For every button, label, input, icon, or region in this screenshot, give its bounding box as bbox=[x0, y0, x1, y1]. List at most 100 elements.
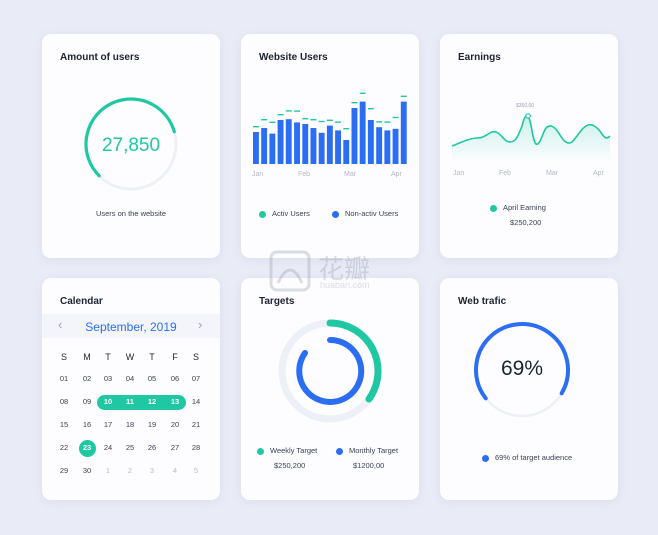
users-progress-ring bbox=[84, 97, 178, 191]
legend-label: Monthly Target bbox=[349, 446, 399, 455]
bar bbox=[367, 120, 374, 164]
calendar-day-selected[interactable]: 11 bbox=[126, 397, 134, 406]
month-label: Mar bbox=[344, 171, 357, 178]
legend-label: 69% of target audience bbox=[495, 453, 573, 462]
selected-range bbox=[97, 395, 186, 410]
watermark: 花瓣 huaban.com bbox=[268, 249, 398, 293]
calendar-week: 15 16 17 18 19 20 21 bbox=[42, 417, 220, 433]
card-title: Web trafic bbox=[458, 296, 507, 307]
calendar-day[interactable]: 29 bbox=[59, 466, 69, 475]
bar bbox=[384, 130, 391, 164]
weekday-label: S bbox=[60, 352, 67, 362]
weekday-label: F bbox=[172, 352, 178, 362]
calendar-month-label: September, 2019 bbox=[85, 320, 177, 334]
calendar-day[interactable]: 20 bbox=[170, 420, 180, 429]
website-users-bar-chart bbox=[253, 92, 407, 164]
calendar-day-selected[interactable]: 12 bbox=[147, 397, 157, 406]
calendar-day-selected[interactable]: 10 bbox=[103, 397, 113, 406]
calendar-day[interactable]: 09 bbox=[82, 397, 92, 406]
bar-cap-dash bbox=[343, 128, 350, 130]
calendar-day[interactable]: 19 bbox=[147, 420, 157, 429]
calendar-day[interactable]: 06 bbox=[170, 374, 180, 383]
earnings-peak-label: $350,00 bbox=[516, 103, 535, 109]
bar bbox=[376, 127, 383, 164]
calendar-day[interactable]: 05 bbox=[147, 374, 157, 383]
earnings-legend: April Earning bbox=[490, 203, 546, 212]
website-users-card: Website Users Jan Feb Mar Apr Activ User… bbox=[241, 34, 419, 258]
calendar-day-today[interactable]: 23 bbox=[82, 443, 92, 452]
calendar-day[interactable]: 17 bbox=[103, 420, 113, 429]
calendar-day[interactable]: 01 bbox=[59, 374, 69, 383]
calendar-day[interactable]: 03 bbox=[103, 374, 113, 383]
card-title: Targets bbox=[259, 296, 295, 307]
watermark-site: huaban.com bbox=[320, 280, 370, 290]
legend-dot bbox=[332, 210, 339, 218]
users-count: 27,850 bbox=[101, 135, 161, 156]
legend-dot bbox=[482, 454, 489, 462]
calendar-day[interactable]: 27 bbox=[170, 443, 180, 452]
traffic-legend: 69% of target audience bbox=[482, 453, 572, 462]
legend-label: Activ Users bbox=[272, 209, 310, 218]
bar bbox=[400, 101, 407, 164]
bar bbox=[318, 132, 325, 164]
targets-donut bbox=[278, 319, 382, 423]
bar-cap-dash bbox=[253, 126, 259, 128]
calendar-day[interactable]: 07 bbox=[191, 374, 201, 383]
legend-label: Non-activ Users bbox=[345, 209, 399, 218]
calendar-day-selected[interactable]: 13 bbox=[170, 397, 180, 406]
calendar-day[interactable]: 18 bbox=[125, 420, 135, 429]
calendar-day[interactable]: 30 bbox=[82, 466, 92, 475]
calendar-day[interactable]: 22 bbox=[59, 443, 69, 452]
calendar-day-next-month[interactable]: 2 bbox=[127, 466, 133, 475]
traffic-gauge bbox=[474, 322, 570, 418]
next-month-button[interactable]: › bbox=[198, 317, 203, 332]
bar bbox=[343, 140, 350, 164]
bar-cap-dash bbox=[351, 102, 358, 104]
calendar-day[interactable]: 26 bbox=[147, 443, 157, 452]
calendar-day-next-month[interactable]: 1 bbox=[105, 466, 111, 475]
calendar-month-bar: ‹ September, 2019 › bbox=[42, 314, 220, 338]
calendar-day[interactable]: 24 bbox=[103, 443, 113, 452]
bar bbox=[351, 108, 358, 164]
calendar-day-next-month[interactable]: 4 bbox=[172, 466, 178, 475]
calendar-day[interactable]: 21 bbox=[191, 420, 201, 429]
calendar-day[interactable]: 25 bbox=[125, 443, 135, 452]
calendar-day-next-month[interactable]: 3 bbox=[149, 466, 155, 475]
weekday-label: W bbox=[125, 352, 135, 362]
earnings-line bbox=[451, 114, 611, 147]
prev-month-button[interactable]: ‹ bbox=[58, 317, 63, 332]
legend-dot bbox=[259, 210, 266, 218]
traffic-gauge-arc bbox=[474, 322, 570, 401]
bar bbox=[269, 133, 276, 164]
bar bbox=[302, 124, 309, 164]
card-title: Website Users bbox=[259, 52, 328, 63]
month-label: Mar bbox=[546, 170, 559, 177]
weekly-target-arc bbox=[326, 319, 382, 403]
month-label: Feb bbox=[298, 171, 311, 178]
calendar-day[interactable]: 14 bbox=[191, 397, 201, 406]
legend-dot bbox=[336, 447, 343, 455]
calendar-day[interactable]: 16 bbox=[82, 420, 92, 429]
today-marker bbox=[79, 440, 96, 457]
calendar-day[interactable]: 15 bbox=[59, 420, 69, 429]
calendar-day-next-month[interactable]: 5 bbox=[193, 466, 199, 475]
users-caption: Users on the website bbox=[95, 209, 167, 218]
calendar-day[interactable]: 08 bbox=[59, 397, 69, 406]
bar-cap-dash bbox=[310, 119, 317, 121]
month-label: Apr bbox=[391, 171, 402, 178]
bar-cap-dash bbox=[359, 92, 366, 94]
card-title: Calendar bbox=[60, 296, 103, 307]
calendar-week: 01 02 03 04 05 06 07 bbox=[42, 371, 220, 387]
bar bbox=[359, 101, 366, 164]
calendar-day[interactable]: 04 bbox=[125, 374, 135, 383]
calendar-day[interactable]: 02 bbox=[82, 374, 92, 383]
monthly-target-legend: Monthly Target bbox=[336, 446, 398, 455]
legend-active: Activ Users bbox=[259, 209, 310, 218]
weekday-label: M bbox=[83, 352, 91, 362]
calendar-card: Calendar ‹ September, 2019 › S M T W T F… bbox=[42, 278, 220, 500]
users-progress-arc bbox=[84, 97, 176, 178]
web-traffic-card: Web trafic 69% 69% of target audience bbox=[440, 278, 618, 500]
bar-cap-dash bbox=[318, 120, 325, 123]
calendar-day[interactable]: 28 bbox=[191, 443, 201, 452]
legend-dot bbox=[490, 204, 497, 212]
